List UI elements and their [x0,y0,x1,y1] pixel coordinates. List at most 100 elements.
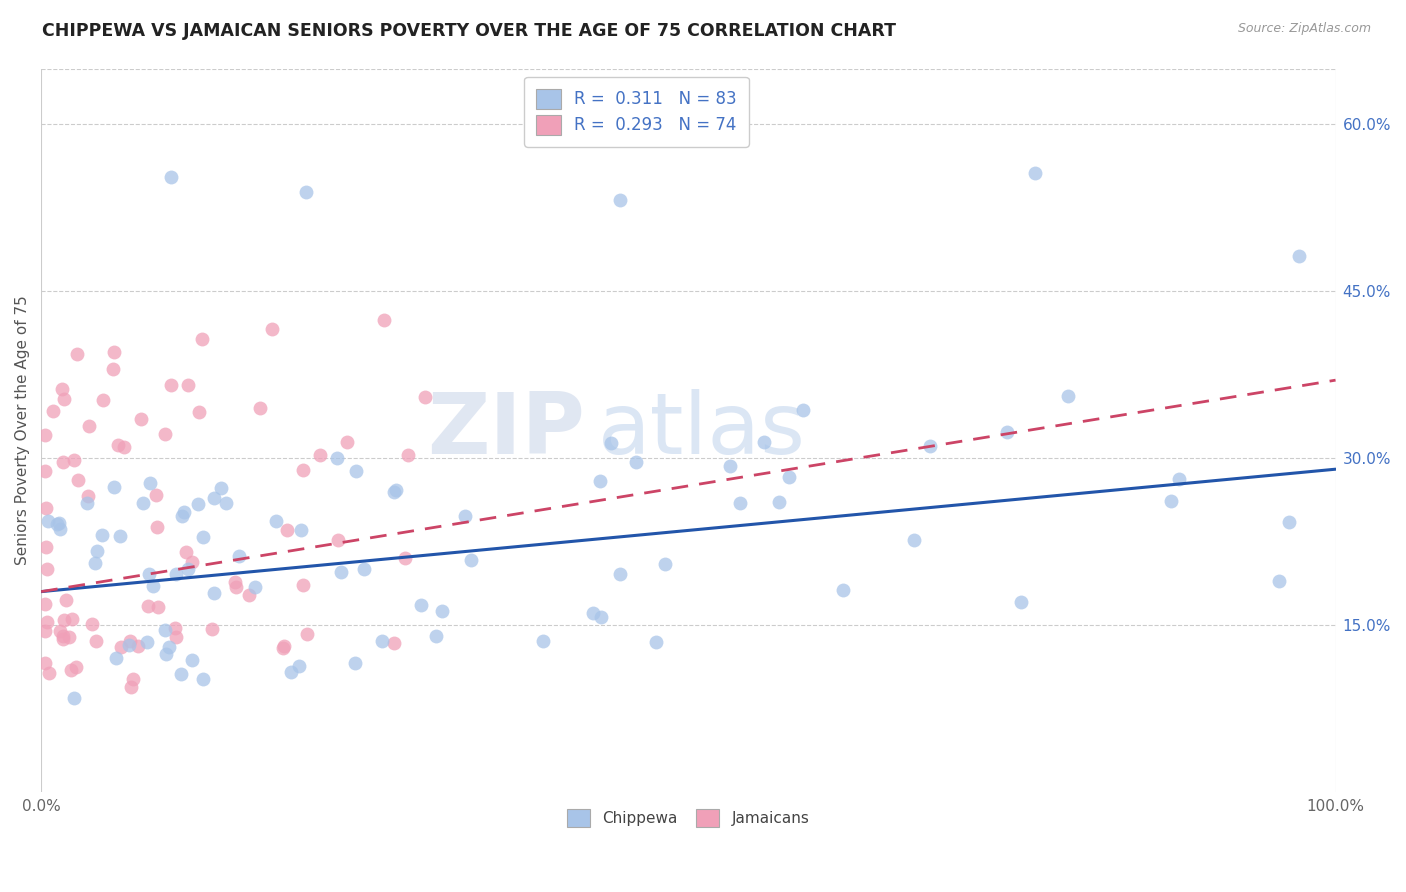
Point [1024,166,1046,180]
Point [224,574,246,589]
Point [136,634,159,648]
Point [142,579,165,593]
Point [37,515,59,529]
Point [52,455,75,469]
Point [920,439,942,453]
Point [336,434,359,449]
Point [1010,595,1032,609]
Point [1288,249,1310,263]
Point [165,630,187,644]
Text: ZIP: ZIP [427,389,585,472]
Point [454,509,477,524]
Point [292,462,315,476]
Point [155,427,177,442]
Point [188,405,211,419]
Point [413,390,436,404]
Point [280,665,302,679]
Point [129,412,152,426]
Point [138,567,160,582]
Point [83,556,105,570]
Point [249,401,271,416]
Point [63,691,86,706]
Point [34,464,56,478]
Point [46,517,69,532]
Point [533,634,555,648]
Point [1278,515,1301,529]
Text: Source: ZipAtlas.com: Source: ZipAtlas.com [1237,22,1371,36]
Point [160,378,183,392]
Point [624,455,647,469]
Point [832,583,855,598]
Text: atlas: atlas [598,389,806,472]
Point [157,640,180,654]
Point [34,657,56,671]
Point [181,555,204,569]
Point [371,634,394,648]
Point [77,419,100,434]
Point [425,629,447,643]
Point [105,651,128,665]
Point [609,193,631,207]
Point [792,403,814,417]
Point [609,567,631,582]
Point [295,185,318,199]
Point [103,480,125,494]
Point [778,470,800,484]
Point [228,549,250,564]
Point [396,448,419,462]
Point [174,544,197,558]
Text: CHIPPEWA VS JAMAICAN SENIORS POVERTY OVER THE AGE OF 75 CORRELATION CHART: CHIPPEWA VS JAMAICAN SENIORS POVERTY OVE… [42,22,896,40]
Point [76,496,98,510]
Point [290,523,312,537]
Point [591,610,613,624]
Point [209,482,232,496]
Point [63,453,86,467]
Point [159,170,181,185]
Point [53,392,76,406]
Point [276,524,298,538]
Point [101,361,124,376]
Point [110,640,132,654]
Point [384,483,406,497]
Point [262,322,284,336]
Point [373,313,395,327]
Point [353,562,375,576]
Point [118,633,141,648]
Point [49,624,72,639]
Point [34,597,56,611]
Point [329,565,352,579]
Point [146,600,169,615]
Point [177,561,200,575]
Point [67,473,90,487]
Point [60,612,83,626]
Point [287,659,309,673]
Point [202,586,225,600]
Point [138,475,160,490]
Point [136,599,159,613]
Point [654,558,676,572]
Point [146,519,169,533]
Point [110,529,132,543]
Point [66,347,89,361]
Point [165,621,187,635]
Point [112,440,135,454]
Point [202,491,225,506]
Point [65,660,87,674]
Point [170,667,193,681]
Point [238,589,260,603]
Point [243,581,266,595]
Point [1167,471,1189,485]
Point [34,624,56,638]
Point [91,392,114,407]
Point [37,615,59,630]
Point [103,345,125,359]
Point [309,448,332,462]
Point [995,425,1018,439]
Point [122,672,145,686]
Point [644,635,666,649]
Point [273,639,295,653]
Point [170,508,193,523]
Point [344,657,367,671]
Point [201,622,224,636]
Point [191,530,214,544]
